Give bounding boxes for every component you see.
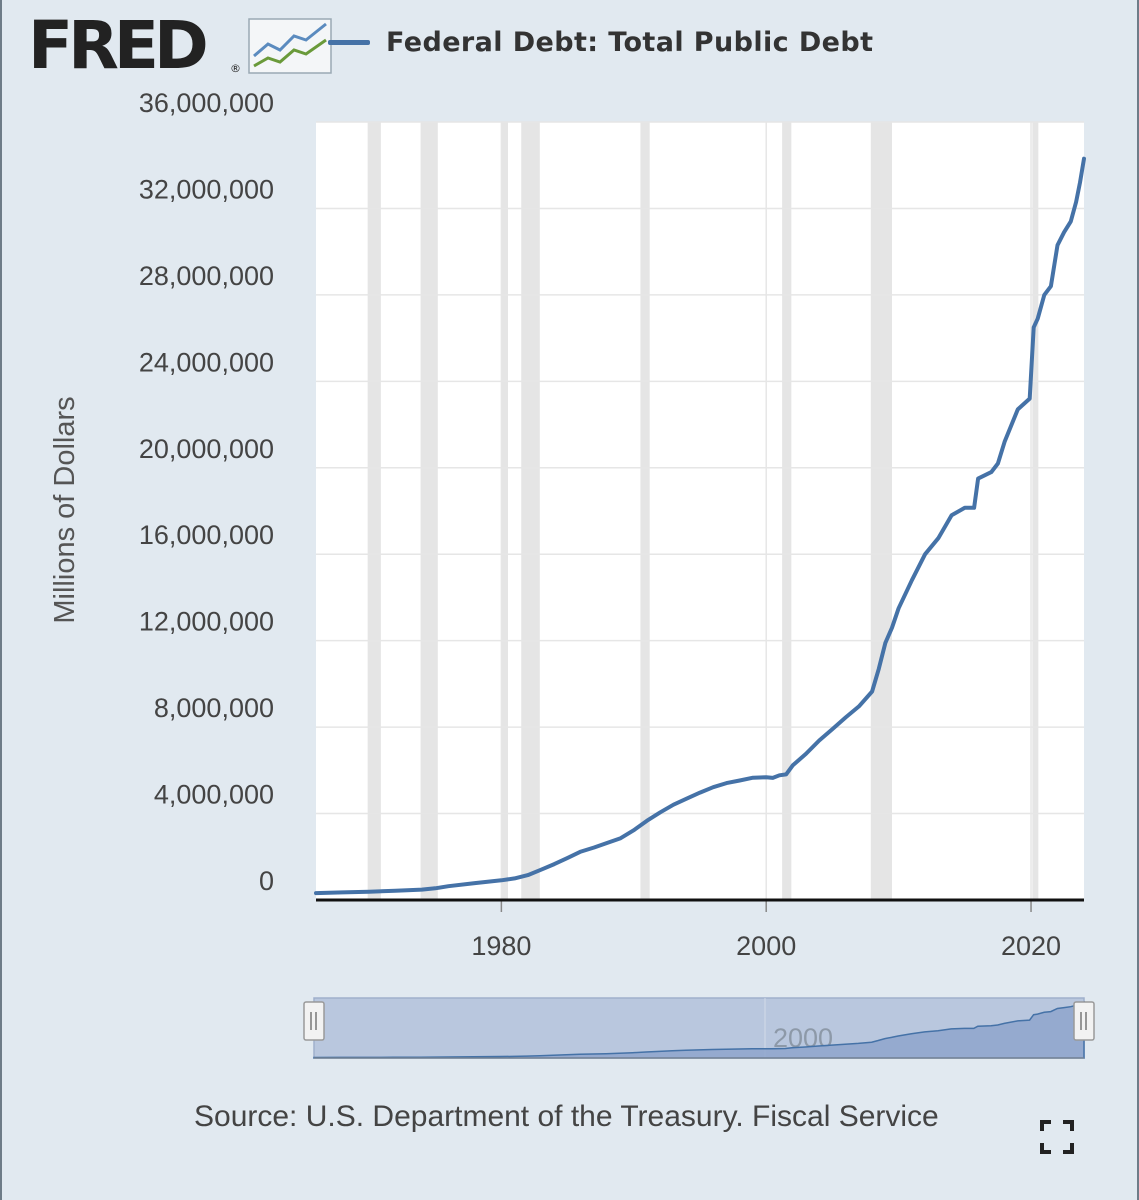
chart-legend[interactable]: Federal Debt: Total Public Debt: [328, 24, 873, 60]
fred-logo-text: FRED: [28, 7, 209, 84]
fullscreen-icon[interactable]: [1040, 1120, 1074, 1154]
x-tick-label: 1980: [471, 931, 531, 961]
registered-mark: ®: [230, 62, 241, 75]
x-tick-label: 2020: [1001, 931, 1061, 961]
recession-band-5: [782, 122, 792, 900]
recession-band-7: [1032, 122, 1039, 900]
recession-band-0: [367, 122, 381, 900]
y-tick-label: 0: [259, 866, 274, 896]
legend-swatch: [328, 39, 370, 45]
x-tick-label: 2000: [736, 931, 796, 961]
y-tick-label: 28,000,000: [139, 261, 274, 291]
fred-logo[interactable]: FRED ®: [28, 7, 332, 84]
y-tick-label: 16,000,000: [139, 520, 274, 550]
y-tick-label: 12,000,000: [139, 607, 274, 637]
line-chart-icon: [248, 18, 332, 74]
x-axis-labels: 1980 2000 2020: [471, 900, 1061, 961]
left-border: [0, 0, 2, 1200]
y-tick-label: 20,000,000: [139, 434, 274, 464]
recession-band-6: [870, 122, 892, 900]
legend-label: Federal Debt: Total Public Debt: [386, 26, 874, 58]
y-tick-label: 4,000,000: [154, 780, 274, 810]
recession-band-4: [640, 122, 650, 900]
right-border: [1137, 0, 1139, 1200]
y-tick-label: 32,000,000: [139, 174, 274, 204]
gridlines: [316, 121, 1084, 900]
source-note: Source: U.S. Department of the Treasury.…: [194, 1100, 939, 1133]
navigator-right-handle[interactable]: [1073, 1001, 1095, 1041]
series-line-federal-debt: [314, 156, 1086, 896]
navigator-series-area: [313, 1000, 1085, 1059]
y-tick-label: 24,000,000: [139, 347, 274, 377]
recession-band-1: [420, 122, 438, 900]
y-axis-labels: 0 4,000,000 8,000,000 12,000,000 16,000,000 2…: [139, 88, 274, 896]
navigator-left-handle[interactable]: [303, 1001, 325, 1041]
recession-bands: [367, 122, 1039, 900]
y-axis-title: Millions of Dollars: [49, 396, 81, 623]
recession-band-2: [501, 122, 508, 900]
y-tick-label: 36,000,000: [139, 88, 274, 118]
y-tick-label: 8,000,000: [154, 693, 274, 723]
recession-band-3: [521, 122, 540, 900]
